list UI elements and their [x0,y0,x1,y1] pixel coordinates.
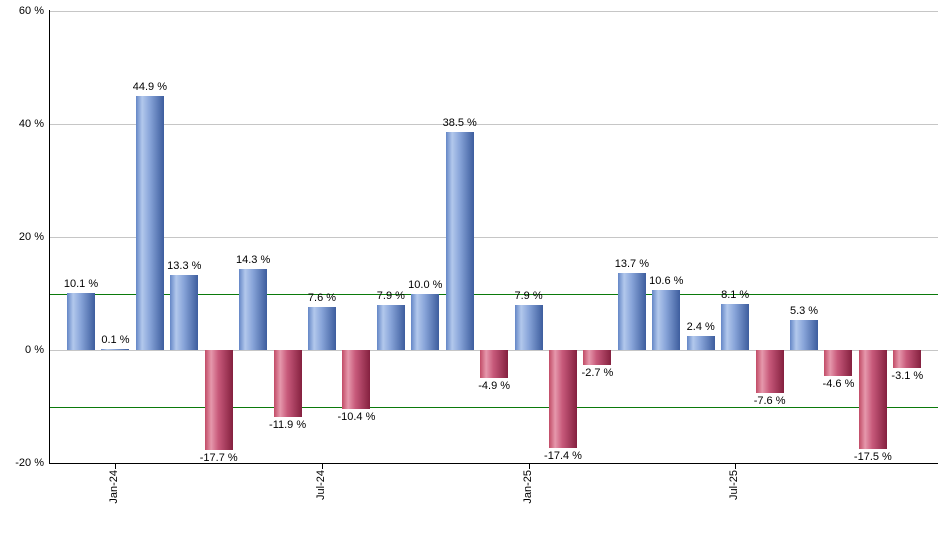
y-axis-label: 60 % [18,5,44,17]
bar-value-label: 7.9 % [376,290,405,303]
x-tick [115,463,117,469]
bar-value-label: 7.9 % [514,290,543,303]
threshold-line [49,293,938,295]
y-axis-label: 20 % [18,231,44,243]
bar-value-label: -17.7 % [199,452,238,464]
bar-positive [135,96,164,350]
bar-value-label: 10.0 % [408,278,443,291]
bar-value-label: -2.7 % [581,367,614,380]
x-axis-line [49,463,938,464]
bar-negative [204,350,233,450]
bar-positive [308,307,336,350]
bar-value-label: 7.6 % [307,292,337,305]
y-axis-label: 0 % [25,344,44,356]
bar-negative [858,350,887,449]
bar-positive [376,305,405,350]
threshold-line [49,406,938,408]
bar-positive [790,320,819,350]
bar-positive [411,293,440,350]
bar-value-label: -4.6 % [822,377,855,390]
y-axis-label: -20 % [15,457,44,469]
bar-negative [893,350,922,368]
bar-value-label: -7.6 % [753,394,786,407]
bar-value-label: -17.5 % [853,450,892,463]
bar-positive [721,304,750,350]
bar-positive [686,336,715,350]
bar-negative [824,350,853,376]
bar-negative [583,350,612,366]
bar-negative [549,350,578,449]
x-tick-label: Jul-24 [315,470,327,500]
x-tick-label: Jan-25 [521,470,534,504]
bar-value-label: 0.1 % [101,333,130,346]
bar-value-label: 10.6 % [649,275,684,288]
bar-positive [170,274,199,350]
bar-positive [67,292,95,350]
bar-positive [652,290,681,350]
bar-positive [445,132,474,350]
bar-value-label: -17.4 % [544,450,582,463]
bar-value-label: 14.3 % [236,254,271,267]
bar-negative [480,350,509,378]
bar-positive [101,348,130,350]
bar-value-label: 8.1 % [721,289,750,302]
gridline [49,237,938,238]
bar-value-label: 5.3 % [789,305,819,318]
bar-negative [342,350,371,409]
x-tick-label: Jan-24 [108,470,121,504]
bar-value-label: -4.9 % [478,379,511,392]
bar-negative [755,350,784,393]
bar-value-label: 13.3 % [167,259,202,272]
bar-value-label: 44.9 % [132,81,167,94]
bar-positive [514,305,543,350]
bar-positive [239,269,268,350]
bar-negative [273,350,302,418]
bar-value-label: -3.1 % [891,369,924,382]
x-tick [735,463,737,469]
gridline [49,11,938,12]
bar-value-label: -10.4 % [337,410,376,423]
x-tick [322,463,323,469]
y-axis-line [49,10,50,463]
x-tick-label: Jul-25 [728,470,741,500]
gridline [49,124,938,125]
bar-value-label: 10.1 % [63,277,99,290]
bar-value-label: 38.5 % [442,117,477,130]
bar-positive [617,272,646,350]
y-axis-label: 40 % [18,118,44,130]
bar-value-label: 2.4 % [686,321,715,334]
bar-value-label: 13.7 % [614,257,649,270]
x-tick [528,463,530,469]
bar-value-label: -11.9 % [269,419,307,432]
